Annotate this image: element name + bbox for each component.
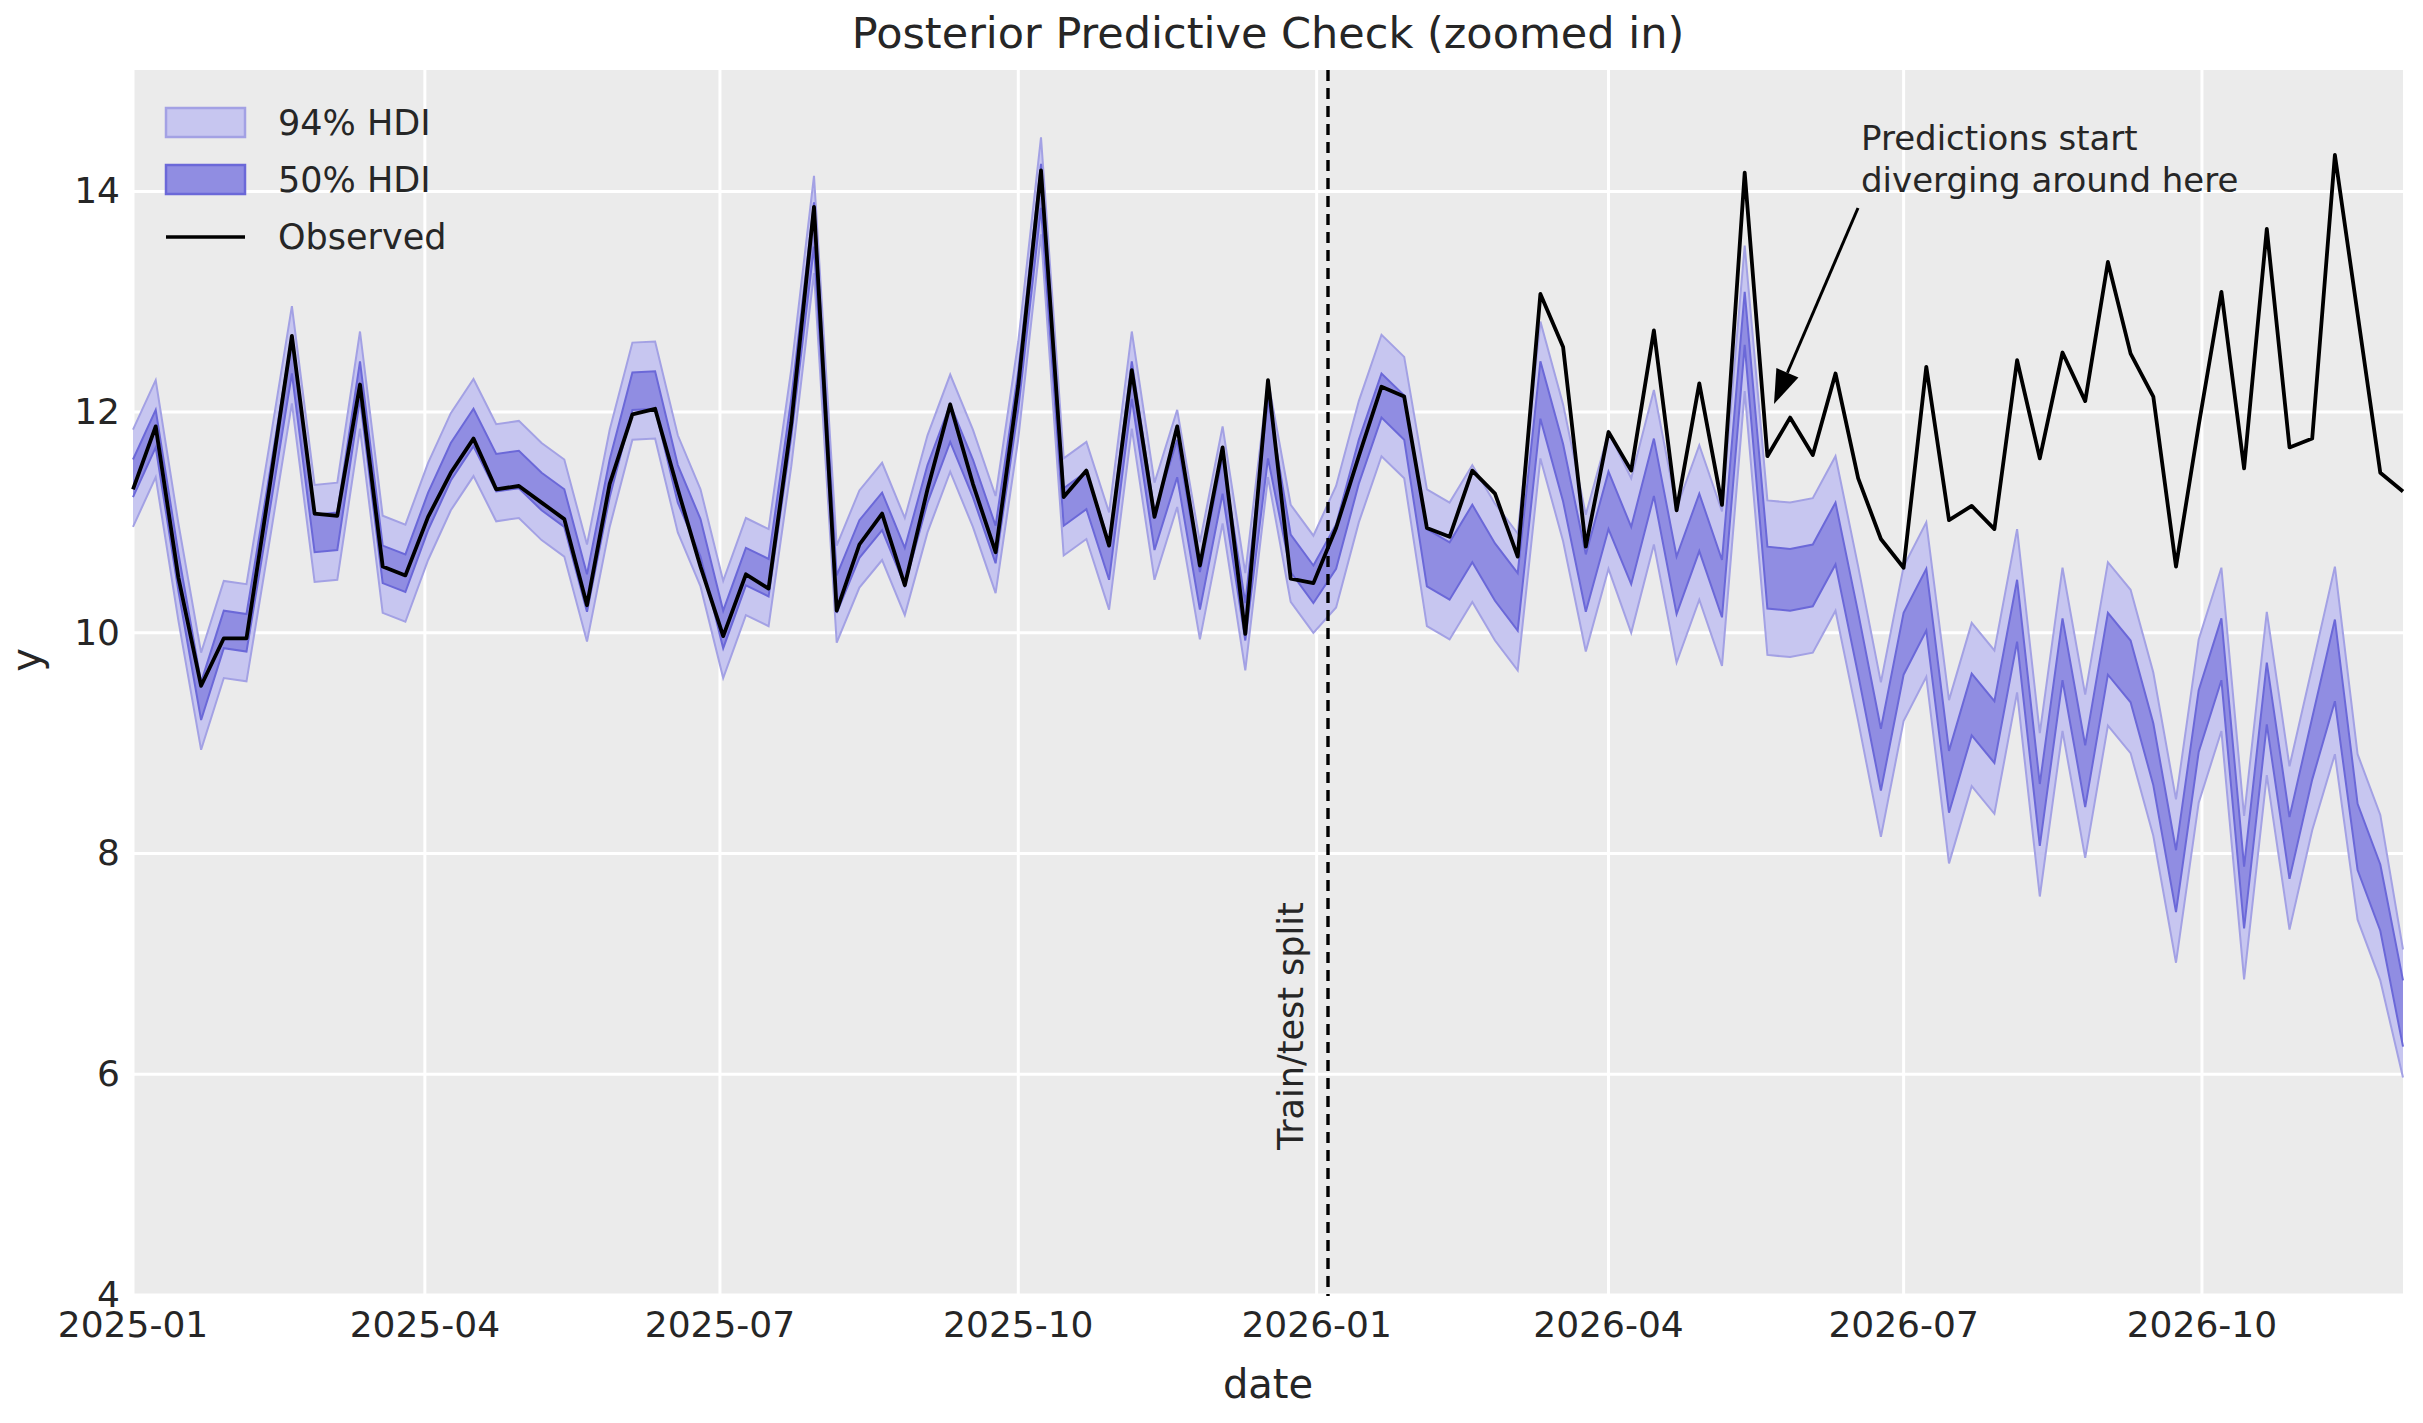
- x-tick-label: 2026-07: [1828, 1304, 1978, 1345]
- x-tick-label: 2026-04: [1533, 1304, 1683, 1345]
- x-tick-label: 2025-01: [58, 1304, 208, 1345]
- y-tick-label: 12: [74, 391, 120, 432]
- legend-label-observed: Observed: [278, 217, 446, 257]
- legend-label-94-hdi: 94% HDI: [278, 103, 431, 143]
- x-tick-label: 2025-04: [350, 1304, 500, 1345]
- y-tick-label: 10: [74, 612, 120, 653]
- split-label: Train/test split: [1271, 902, 1311, 1151]
- x-tick-label: 2025-10: [943, 1304, 1093, 1345]
- x-tick-label: 2025-07: [645, 1304, 795, 1345]
- legend-swatch-94-hdi: [166, 108, 245, 137]
- x-tick-label: 2026-10: [2127, 1304, 2277, 1345]
- y-tick-label: 6: [97, 1053, 120, 1094]
- chart: 2025-01 2025-04 2025-07 2025-10 2026-01 2026-…: [0, 0, 2423, 1423]
- x-tick-label: 2026-01: [1241, 1304, 1391, 1345]
- figure: 2025-01 2025-04 2025-07 2025-10 2026-01 2026-…: [0, 0, 2423, 1423]
- x-axis-label: date: [1223, 1361, 1313, 1407]
- y-tick-label: 4: [97, 1274, 120, 1315]
- y-axis-label: y: [3, 648, 49, 672]
- y-tick-label: 8: [97, 832, 120, 873]
- y-tick-label: 14: [74, 170, 120, 211]
- page-title: Posterior Predictive Check (zoomed in): [852, 8, 1685, 58]
- legend-swatch-50-hdi: [166, 165, 245, 194]
- legend-label-50-hdi: 50% HDI: [278, 160, 431, 200]
